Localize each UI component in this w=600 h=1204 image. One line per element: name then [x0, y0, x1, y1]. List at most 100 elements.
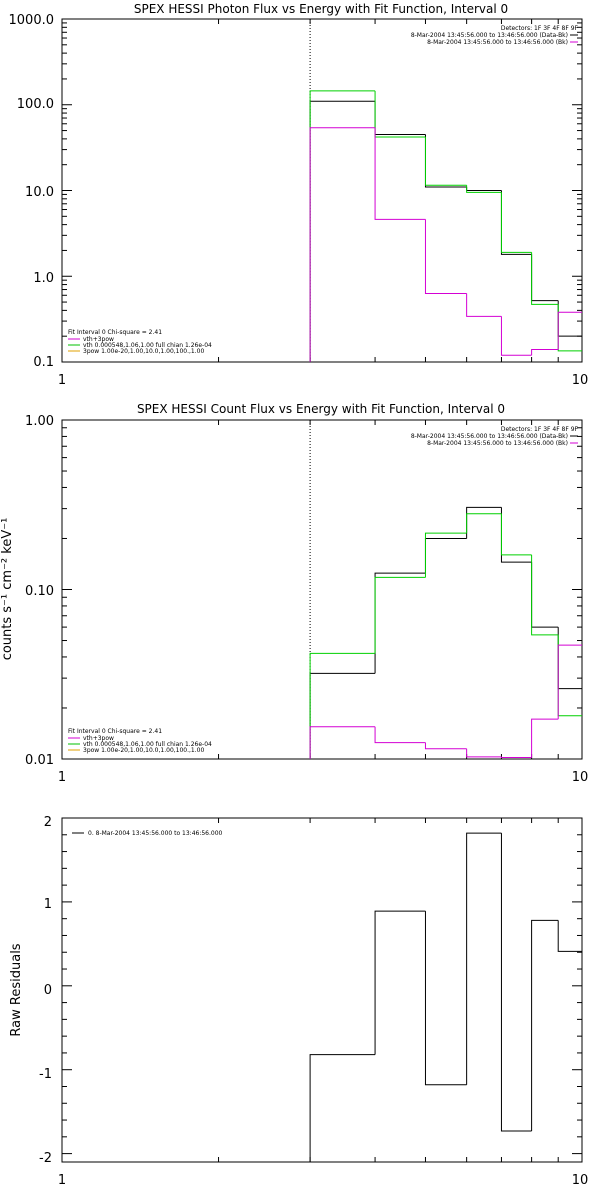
count-component-label: vth 0.000548,1.06,1.00 full chian 1.26e-…: [83, 741, 212, 748]
chart-marks: [61, 18, 583, 1162]
photon-component-label: vth+3pow: [83, 336, 114, 343]
count-step: [309, 672, 376, 759]
photon-ytick-label: 100.0: [17, 97, 54, 112]
count-legend-data-bk: 8-Mar-2004 13:45:56.000 to 13:46:56.000 …: [411, 433, 568, 440]
photon-ytick-label: 10.0: [25, 185, 54, 200]
residuals-series-0: [309, 832, 582, 1162]
count-step: [424, 742, 467, 750]
photon-series-0: [309, 100, 582, 362]
photon-step: [424, 219, 467, 294]
residuals-ytick-label: 0: [44, 983, 52, 998]
residuals-step: [466, 832, 502, 1085]
photon-chart-title: SPEX HESSI Photon Flux vs Energy with Fi…: [134, 2, 508, 16]
count-plot-frame: [61, 419, 583, 760]
count-step: [531, 718, 559, 758]
photon-step: [500, 316, 532, 356]
residuals-step: [309, 1054, 376, 1162]
count-step: [500, 507, 532, 563]
count-step: [466, 748, 502, 758]
count-xtick-label: 10: [572, 770, 589, 785]
photon-flux-panel: SPEX HESSI Photon Flux vs Energy with Fi…: [9, 2, 589, 388]
count-series-2: [309, 644, 582, 759]
residuals-ytick-label: 1: [44, 897, 52, 912]
count-series-1: [309, 513, 582, 759]
photon-legend-detectors: Detectors: 1F 3F 4F 8F 9F: [501, 25, 579, 32]
residuals-step: [557, 920, 582, 952]
photon-step: [309, 90, 376, 362]
photon-step: [466, 293, 502, 317]
photon-step: [500, 192, 532, 253]
count-xtick-label: 1: [58, 770, 66, 785]
photon-xtick-label: 10: [572, 373, 589, 388]
photon-legend-bk: 8-Mar-2004 13:45:56.000 to 13:46:56.000 …: [427, 39, 568, 46]
count-legend-bk: 8-Mar-2004 13:45:56.000 to 13:46:56.000 …: [427, 440, 568, 447]
photon-step: [531, 252, 559, 305]
count-step: [374, 726, 426, 744]
count-step: [466, 513, 502, 534]
count-step: [531, 562, 559, 628]
count-chart-title: SPEX HESSI Count Flux vs Energy with Fit…: [137, 402, 505, 416]
photon-step: [466, 185, 502, 193]
count-step: [500, 513, 532, 556]
count-step: [424, 537, 467, 574]
residuals-step: [500, 833, 532, 1132]
count-ytick-label: 0.10: [25, 584, 54, 599]
count-step: [309, 726, 376, 759]
residuals-xtick-label: 1: [58, 1173, 66, 1188]
count-step: [309, 652, 376, 759]
photon-xtick-label: 1: [58, 373, 66, 388]
photon-ytick-label: 1.0: [33, 271, 54, 286]
photon-fit-info: Fit Interval 0 Chi-square = 2.41: [68, 329, 162, 336]
photon-step: [309, 127, 376, 362]
photon-step: [531, 254, 559, 302]
count-step: [557, 644, 582, 720]
photon-legend-data-bk: 8-Mar-2004 13:45:56.000 to 13:46:56.000 …: [411, 32, 568, 39]
residuals-plot-frame: [61, 817, 583, 1163]
photon-step: [557, 304, 582, 352]
residuals-ylabel: Raw Residuals: [9, 943, 24, 1036]
residuals-xtick-label: 10: [572, 1173, 589, 1188]
photon-ytick-label: 0.1: [33, 355, 54, 370]
photon-step: [374, 90, 426, 138]
photon-step: [374, 127, 426, 220]
count-fit-info: Fit Interval 0 Chi-square = 2.41: [68, 728, 162, 735]
residuals-legend-label: 0. 8-Mar-2004 13:45:56.000 to 13:46:56.0…: [88, 830, 223, 837]
count-ytick-label: 0.01: [25, 753, 54, 768]
photon-step: [557, 311, 582, 350]
count-step: [500, 756, 532, 759]
photon-plot-frame: [61, 18, 583, 363]
count-step: [374, 576, 426, 654]
residuals-ytick-label: -2: [39, 1151, 52, 1166]
count-component-label: vth+3pow: [83, 735, 114, 742]
residuals-step: [424, 911, 467, 1086]
count-component-label: 3pow 1.00e-20,1.00,10.0,1.00,100.,1.00: [83, 747, 204, 754]
count-step: [374, 572, 426, 674]
photon-step: [557, 300, 582, 337]
count-step: [531, 554, 559, 636]
count-step: [466, 506, 502, 539]
photon-series-1: [309, 90, 582, 362]
photon-ytick-label: 1000.0: [9, 13, 55, 28]
count-step: [424, 532, 467, 578]
photon-step: [500, 190, 532, 255]
count-legend-detectors: Detectors: 1F 3F 4F 8F 9F: [501, 426, 579, 433]
residuals-ytick-label: 2: [44, 815, 52, 830]
count-series-0: [309, 506, 582, 759]
photon-component-label: 3pow 1.00e-20,1.00,10.0,1.00,100.,1.00: [83, 348, 204, 355]
residuals-ytick-label: -1: [39, 1067, 52, 1082]
count-ylabel: counts s⁻¹ cm⁻² keV⁻¹: [0, 518, 15, 661]
count-ytick-label: 1.00: [25, 414, 54, 429]
photon-step: [531, 348, 559, 356]
residuals-panel: Raw Residuals 2 1 0 -1 -2 1 10 0. 8-Mar-…: [9, 815, 588, 1188]
count-flux-panel: SPEX HESSI Count Flux vs Energy with Fit…: [0, 402, 588, 785]
photon-component-label: vth 0.000548,1.06,1.00 full chian 1.26e-…: [83, 342, 212, 349]
residuals-step: [374, 910, 426, 1055]
count-step: [557, 634, 582, 717]
photon-series-2: [309, 127, 582, 362]
residuals-step: [531, 919, 559, 1131]
photon-step: [466, 186, 502, 191]
photon-step: [309, 100, 376, 362]
photon-step: [424, 134, 467, 188]
